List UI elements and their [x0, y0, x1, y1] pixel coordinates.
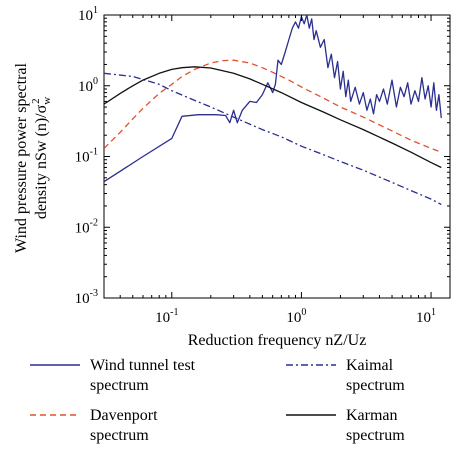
legend-label-3: Karman: [346, 407, 398, 424]
y-axis-label-line1: Wind pressure power spectral: [13, 62, 30, 253]
legend-label-2-line2: spectrum: [90, 427, 149, 444]
x-tick-label: 10-1: [155, 307, 178, 326]
y-axis-label: Wind pressure power spectral: [13, 62, 30, 253]
y-axis-label-line2: density nSw (n)/σ: [33, 104, 50, 219]
y-tick-label: 101: [78, 5, 98, 24]
y-tick-base: 10: [75, 150, 90, 166]
y-tick-exponent: -2: [90, 217, 98, 228]
series-line-3: [104, 66, 442, 169]
legend-label-0-line2: spectrum: [90, 377, 149, 394]
x-tick-exponent: 1: [431, 307, 436, 318]
y-axis-label-sub: w: [41, 97, 53, 105]
x-tick-label: 100: [286, 307, 306, 326]
plot-area: [103, 14, 451, 299]
series-layer: [104, 15, 442, 206]
x-tick-label: 101: [416, 307, 436, 326]
legend-label-1-line2: spectrum: [346, 377, 405, 394]
y-tick-label: 10-3: [75, 288, 98, 307]
y-tick-base: 10: [75, 291, 90, 307]
y-tick-exponent: 0: [93, 76, 98, 87]
legend-label-2: Davenport: [90, 407, 158, 424]
series-line-0: [104, 15, 442, 183]
x-tick-base: 10: [416, 310, 431, 326]
x-tick-exponent: 0: [301, 307, 306, 318]
y-tick-base: 10: [75, 220, 90, 236]
y-tick-base: 10: [78, 79, 93, 95]
legend: Wind tunnel test spectrum Kaimal spectrum Da…: [30, 357, 405, 444]
legend-label-0: Wind tunnel test: [90, 357, 196, 374]
y-tick-base: 10: [78, 8, 93, 24]
y-axis-label-2: density nSw (n)/σw2: [30, 97, 53, 219]
y-tick-label: 10-1: [75, 147, 98, 166]
y-axis-label-sup: 2: [30, 98, 42, 104]
ticks-layer: [103, 14, 450, 299]
x-tick-base: 10: [155, 310, 170, 326]
legend-label-1: Kaimal: [346, 357, 394, 374]
plot-frame: [103, 14, 451, 299]
x-tick-base: 10: [286, 310, 301, 326]
x-axis-label: Reduction frequency nZ/Uz: [188, 332, 367, 349]
x-tick-exponent: -1: [170, 307, 178, 318]
y-tick-label: 10-2: [75, 217, 98, 236]
y-tick-exponent: 1: [93, 5, 98, 16]
series-line-1: [104, 72, 442, 206]
legend-label-3-line2: spectrum: [346, 427, 405, 444]
y-tick-exponent: -3: [90, 288, 98, 299]
series-line-2: [104, 59, 442, 153]
y-tick-label: 100: [78, 76, 98, 95]
y-tick-exponent: -1: [90, 147, 98, 158]
